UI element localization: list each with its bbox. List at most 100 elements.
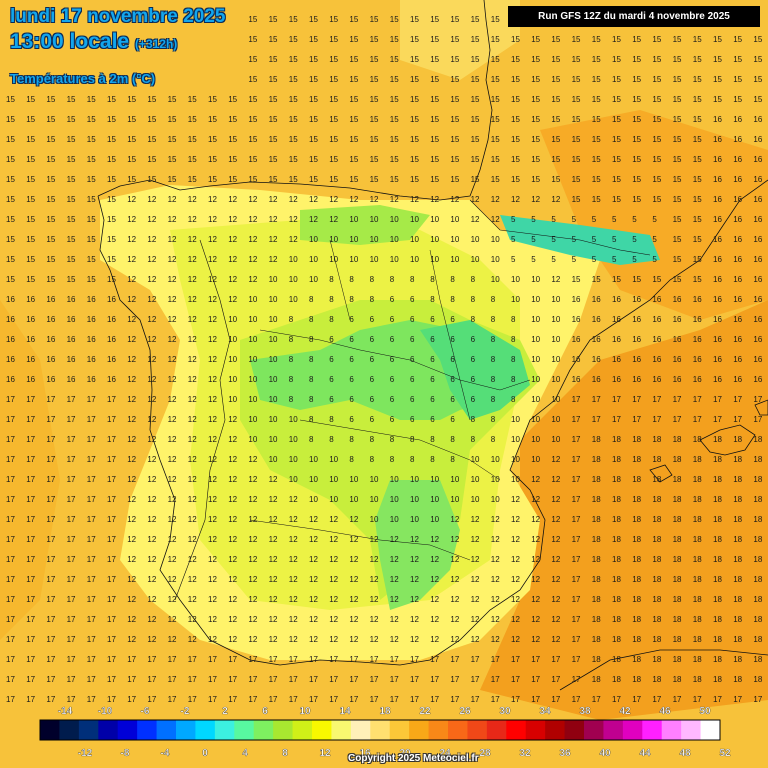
grid-point-value: 12 [491,615,500,624]
grid-point-value: 15 [26,255,35,264]
grid-point-value: 12 [390,555,399,564]
grid-point-value: 17 [208,695,217,704]
grid-point-value: 17 [67,495,76,504]
grid-point-value: 15 [693,115,702,124]
grid-point-value: 10 [289,255,298,264]
legend-swatch [486,720,507,740]
grid-point-value: 17 [107,615,116,624]
grid-point-value: 17 [26,435,35,444]
grid-point-value: 15 [289,35,298,44]
grid-point-value: 10 [531,275,540,284]
grid-point-value: 15 [632,75,641,84]
grid-point-value: 12 [188,515,197,524]
grid-point-value: 15 [430,95,439,104]
grid-point-value: 17 [551,675,560,684]
grid-point-value: 10 [289,275,298,284]
grid-point-value: 18 [592,575,601,584]
grid-point-value: 17 [67,475,76,484]
grid-point-value: 15 [6,95,15,104]
grid-point-value: 17 [632,415,641,424]
grid-point-value: 17 [6,435,15,444]
grid-point-value: 16 [753,315,762,324]
grid-point-value: 15 [551,135,560,144]
grid-point-value: 10 [329,495,338,504]
grid-point-value: 12 [147,555,156,564]
grid-point-value: 15 [87,135,96,144]
grid-point-value: 12 [188,435,197,444]
grid-point-value: 18 [733,495,742,504]
grid-point-value: 18 [733,515,742,524]
grid-point-value: 16 [6,335,15,344]
grid-point-value: 10 [410,235,419,244]
grid-point-value: 8 [289,315,294,324]
grid-point-value: 10 [329,455,338,464]
grid-point-value: 18 [652,515,661,524]
grid-point-value: 12 [269,215,278,224]
grid-point-value: 17 [248,655,257,664]
grid-point-value: 8 [450,295,455,304]
grid-point-value: 10 [390,515,399,524]
grid-point-value: 15 [673,115,682,124]
grid-point-value: 15 [6,115,15,124]
grid-point-value: 16 [67,355,76,364]
grid-point-value: 15 [208,155,217,164]
grid-point-value: 17 [753,695,762,704]
grid-point-value: 16 [572,355,581,364]
grid-point-value: 15 [551,55,560,64]
grid-point-value: 10 [228,315,237,324]
grid-point-value: 15 [87,235,96,244]
grid-point-value: 15 [430,55,439,64]
grid-point-value: 10 [410,515,419,524]
grid-point-value: 12 [511,515,520,524]
grid-point-value: 16 [87,295,96,304]
grid-point-value: 5 [632,235,637,244]
grid-point-value: 15 [471,15,480,24]
grid-point-value: 17 [612,695,621,704]
grid-point-value: 12 [188,535,197,544]
grid-point-value: 12 [450,635,459,644]
grid-point-value: 12 [168,455,177,464]
grid-point-value: 12 [127,395,136,404]
grid-point-value: 17 [289,675,298,684]
grid-point-value: 15 [572,75,581,84]
grid-point-value: 12 [168,435,177,444]
grid-point-value: 17 [67,415,76,424]
grid-point-value: 12 [551,515,560,524]
grid-point-value: 12 [269,575,278,584]
grid-point-value: 12 [147,435,156,444]
grid-point-value: 12 [127,435,136,444]
grid-point-value: 17 [269,655,278,664]
grid-point-value: 17 [67,435,76,444]
legend-tick-label: 16 [359,748,371,759]
legend-swatch [681,720,702,740]
grid-point-value: 8 [471,295,476,304]
grid-point-value: 8 [511,375,516,384]
grid-point-value: 16 [733,375,742,384]
grid-point-value: 16 [733,115,742,124]
grid-point-value: 17 [107,395,116,404]
grid-point-value: 15 [612,115,621,124]
grid-point-value: 10 [450,235,459,244]
grid-point-value: 17 [6,595,15,604]
grid-point-value: 15 [248,55,257,64]
grid-point-value: 16 [652,335,661,344]
grid-point-value: 15 [107,275,116,284]
legend-swatch [661,720,682,740]
grid-point-value: 17 [309,675,318,684]
grid-point-value: 17 [147,655,156,664]
grid-point-value: 12 [188,575,197,584]
grid-point-value: 12 [349,595,358,604]
grid-point-value: 6 [349,395,354,404]
grid-point-value: 17 [572,455,581,464]
grid-point-value: 12 [168,615,177,624]
grid-point-value: 17 [6,675,15,684]
grid-point-value: 6 [450,415,455,424]
grid-point-value: 12 [168,515,177,524]
grid-point-value: 17 [572,615,581,624]
grid-point-value: 15 [107,215,116,224]
grid-point-value: 15 [26,275,35,284]
grid-point-value: 17 [430,675,439,684]
grid-point-value: 18 [713,475,722,484]
grid-point-value: 15 [511,155,520,164]
grid-point-value: 5 [572,215,577,224]
